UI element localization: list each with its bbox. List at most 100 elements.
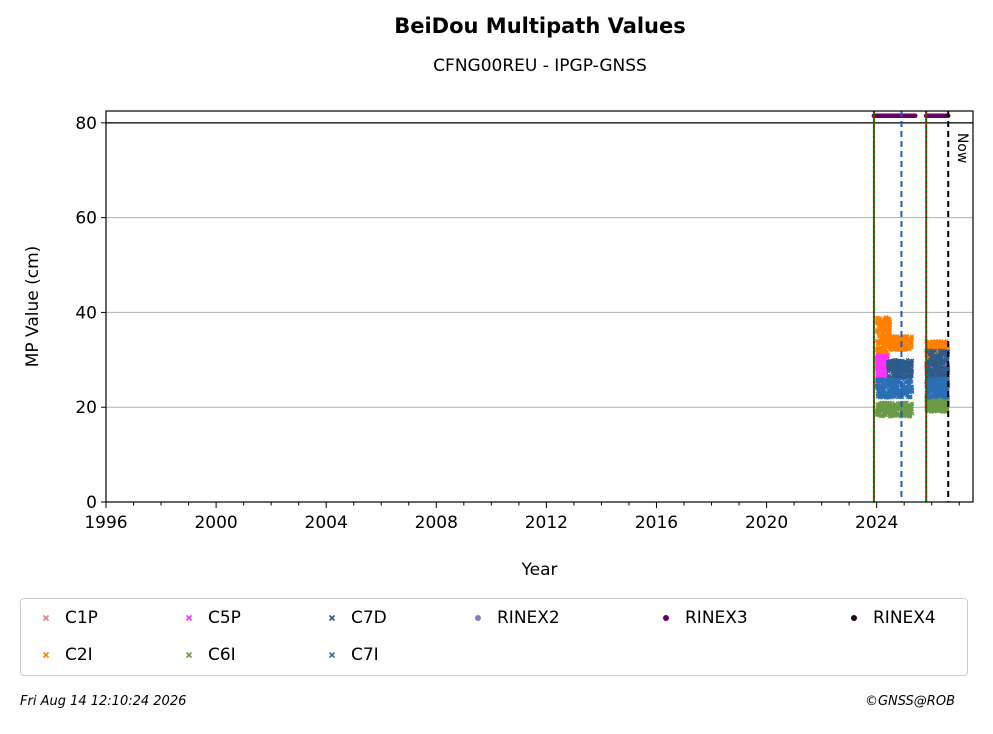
point-C6I (910, 411, 915, 416)
point-C2I (876, 319, 881, 324)
point-C2I (895, 336, 900, 341)
point-C2I (883, 316, 888, 321)
point-C5P (883, 355, 888, 360)
point-C2I (936, 340, 941, 345)
point-C2I (887, 323, 892, 328)
legend-item-C7I: C7I (321, 642, 379, 668)
legend-marker-icon (178, 642, 200, 668)
point-C2I (877, 339, 882, 344)
point-C2I (891, 334, 896, 339)
legend-marker-icon (843, 605, 865, 631)
point-C5P (878, 370, 883, 375)
point-C2I (885, 322, 890, 327)
legend: C1P C2I C5P C6I C7D C7I RINEX2 RINEX3 RINEX4 (20, 598, 968, 676)
y-tick-label: 0 (86, 493, 97, 513)
point-C6I (903, 401, 908, 406)
point-C2I (878, 332, 883, 337)
point-C6I (904, 414, 909, 419)
point-C6I (894, 413, 899, 418)
legend-marker-icon (321, 605, 343, 631)
point-C6I (882, 404, 887, 409)
legend-item-C6I: C6I (178, 642, 236, 668)
point-C6I (881, 400, 886, 405)
legend-label: C5P (208, 608, 241, 628)
point-C6I (883, 407, 888, 412)
x-tick-label: 2024 (855, 513, 898, 533)
point-C6I (909, 403, 914, 408)
point-C6I (877, 404, 882, 409)
point-C6I (878, 406, 883, 411)
point-C2I (887, 326, 892, 331)
x-tick-label: 2008 (415, 513, 458, 533)
point-C2I (878, 325, 883, 330)
series-RINEX3 (871, 113, 951, 119)
legend-label: C1P (65, 608, 98, 628)
point-C6I (907, 411, 912, 416)
point-C2I (875, 316, 880, 321)
point-C2I (895, 348, 900, 353)
point-C2I (899, 336, 904, 341)
point-C2I (907, 347, 912, 352)
now-label: Now (954, 133, 970, 164)
point-C2I (893, 346, 898, 352)
point-C6I (909, 408, 914, 413)
point-C6I (889, 413, 894, 418)
plot-frame (105, 110, 974, 503)
point-C2I (928, 342, 933, 347)
legend-label: RINEX4 (873, 608, 936, 628)
point-C2I (930, 339, 935, 344)
point-C6I (901, 405, 906, 411)
x-tick-label: 2000 (194, 513, 237, 533)
point-C5P (878, 373, 883, 378)
legend-item-C5P: C5P (178, 605, 241, 631)
y-tick-label: 80 (75, 114, 97, 134)
point-C5P (879, 354, 884, 359)
point-C2I (896, 341, 901, 346)
point-RINEX3 (912, 113, 918, 119)
legend-item-RINEX4: RINEX4 (843, 605, 936, 631)
point-C6I (885, 410, 890, 415)
point-C6I (907, 405, 912, 410)
legend-label: C7I (351, 645, 379, 665)
point-C5P (882, 359, 887, 364)
point-C2I (926, 345, 931, 350)
point-C5P (879, 365, 884, 370)
legend-label: C7D (351, 608, 387, 628)
timestamp: Fri Aug 14 12:10:24 2026 (20, 694, 187, 709)
point-C2I (888, 338, 893, 343)
point-C2I (879, 321, 884, 326)
x-tick-label: 2020 (745, 513, 788, 533)
point-C2I (878, 345, 884, 350)
x-tick-label: 2004 (305, 513, 348, 533)
point-C2I (890, 342, 895, 347)
point-C2I (882, 331, 887, 336)
y-tick-label: 40 (75, 303, 97, 323)
point-C2I (879, 335, 884, 340)
legend-item-RINEX3: RINEX3 (655, 605, 748, 631)
point-C6I (892, 402, 898, 407)
legend-item-RINEX2: RINEX2 (467, 605, 560, 631)
point-C2I (908, 336, 914, 341)
point-C6I (890, 405, 895, 410)
point-C6I (889, 401, 894, 406)
x-axis-label: Year (521, 560, 558, 580)
legend-item-C7D: C7D (321, 605, 387, 631)
y-tick-label: 60 (75, 209, 97, 229)
x-tick-label: 2012 (525, 513, 568, 533)
x-tick-label: 1996 (84, 513, 127, 533)
legend-marker-icon (35, 642, 57, 668)
point-C2I (907, 343, 912, 348)
point-C6I (876, 409, 881, 414)
point-C2I (901, 346, 906, 351)
legend-marker-icon (655, 605, 677, 631)
legend-marker-icon (321, 642, 343, 668)
x-tick-label: 2016 (635, 513, 678, 533)
legend-label: RINEX3 (685, 608, 748, 628)
legend-label: C2I (65, 645, 93, 665)
point-C2I (940, 343, 945, 349)
point-C2I (881, 320, 887, 325)
y-tick-label: 20 (75, 398, 97, 418)
legend-marker-icon (35, 605, 57, 631)
chart-subtitle: CFNG00REU - IPGP-GNSS (433, 56, 647, 76)
